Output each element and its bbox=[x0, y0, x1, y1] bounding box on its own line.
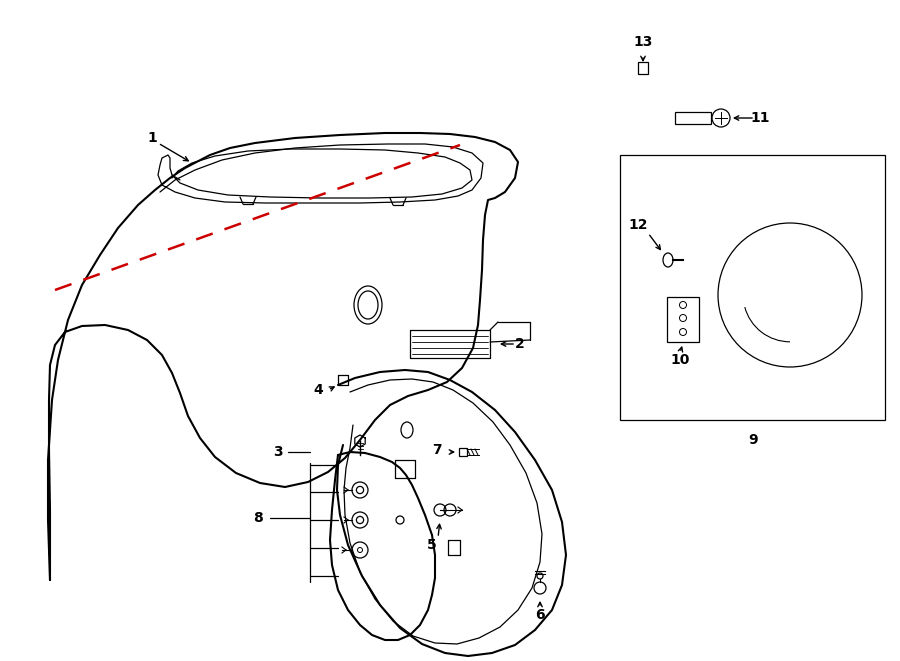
Text: 1: 1 bbox=[147, 131, 157, 145]
Text: 8: 8 bbox=[253, 511, 263, 525]
Bar bbox=[459, 448, 467, 456]
Text: 10: 10 bbox=[670, 353, 689, 367]
Text: 5: 5 bbox=[428, 538, 436, 552]
Text: 3: 3 bbox=[274, 445, 283, 459]
Text: 4: 4 bbox=[313, 383, 323, 397]
Text: 11: 11 bbox=[751, 111, 770, 125]
Bar bbox=[667, 297, 699, 342]
Bar bbox=[638, 62, 648, 74]
Text: 7: 7 bbox=[432, 443, 442, 457]
Text: 6: 6 bbox=[536, 608, 544, 622]
Text: 13: 13 bbox=[634, 35, 652, 49]
Bar bbox=[675, 112, 711, 124]
Text: 2: 2 bbox=[515, 337, 525, 351]
Text: 9: 9 bbox=[748, 433, 758, 447]
Text: 12: 12 bbox=[628, 218, 648, 232]
Bar bbox=[620, 155, 885, 420]
